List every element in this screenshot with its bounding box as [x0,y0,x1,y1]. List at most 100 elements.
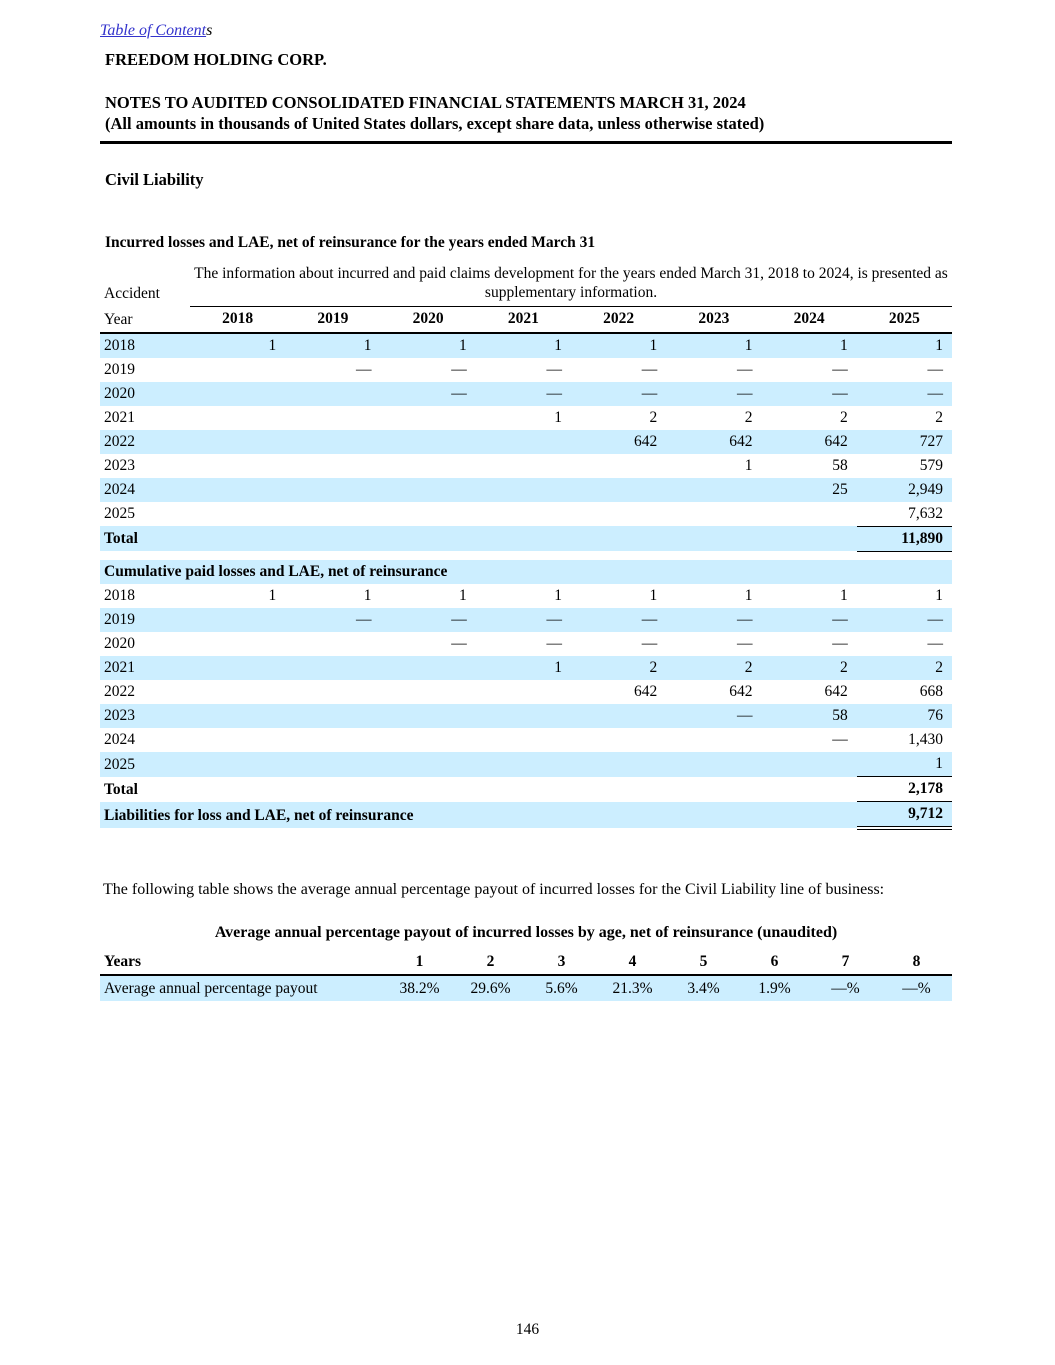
column-header: 2022 [571,306,667,334]
column-header: 2 [455,949,526,977]
cumulative-paid-header: Cumulative paid losses and LAE, net of r… [100,560,952,585]
row-label: 2020 [104,635,135,653]
cell [285,477,381,502]
cell [476,680,571,704]
table-row: 2025 7,632 [100,501,952,527]
cell: 58 [832,456,848,474]
row-label: 2025 [100,752,190,777]
cell: — [380,608,476,633]
row-label: 2019 [100,608,190,633]
cell: 5.6% [526,975,597,1002]
cell [762,502,857,527]
years-label: Years [100,949,384,977]
cell: —% [881,975,952,1002]
table-row: 2024 25 2,949 [100,477,952,502]
cell [285,429,381,454]
table-row: 2025 1 [100,752,952,778]
cell: 1 [554,408,562,426]
cell [380,656,476,681]
cell: 2,949 [856,477,952,502]
row-label: 2023 [104,456,135,474]
document-subtitle: (All amounts in thousands of United Stat… [105,114,765,134]
cell: 1 [190,332,286,358]
row-label: 2019 [104,360,135,378]
cell: 1 [475,656,571,681]
cell: 1 [459,587,467,605]
table-of-contents-link[interactable]: Table of Content [100,22,207,39]
cell: — [761,381,857,406]
column-header: 2024 [761,306,857,334]
cell [285,704,381,729]
cell [380,429,476,454]
cell: 2 [840,408,848,426]
cell: — [285,608,381,633]
cell: 1 [285,332,381,358]
table-row: 2023 — 58 76 [100,704,952,729]
year-header-row: Year 2018 2019 2020 2021 2022 2023 2024 … [100,306,952,334]
cell [380,752,476,777]
cell: 1 [649,587,658,605]
cell: 25 [761,477,857,502]
cell: 579 [919,456,943,474]
cell: 642 [729,683,753,701]
cell: 1 [571,332,667,358]
cell [285,406,380,430]
cell: 1 [935,587,943,605]
page-number: 146 [515,1321,540,1338]
cell: — [666,381,762,406]
cell [190,752,286,777]
cell: 1 [744,456,753,474]
table-row: 2021 1 2 2 2 2 [100,406,952,430]
table-row: 2024 — 1,430 [100,728,952,752]
row-label: 2018 [104,587,135,605]
cell: 1 [840,587,848,605]
cell: 38.2% [384,975,455,1002]
total-value: 2,178 [856,776,952,803]
cell: 1 [761,332,857,358]
cumulative-paid-header-row: Cumulative paid losses and LAE, net of r… [100,560,952,585]
liabilities-value: 9,712 [856,801,952,831]
cell [190,608,286,633]
table-row: 2021 1 2 2 2 2 [100,656,952,681]
row-label: 2018 [100,332,190,358]
row-label: 2024 [104,731,135,749]
cell: — [451,360,467,378]
cell: 642 [634,683,658,701]
column-header: 2018 [190,306,286,334]
cell [285,632,380,656]
liabilities-label: Liabilities for loss and LAE, net of rei… [100,801,857,829]
payout-table: Years 1 2 3 4 5 6 7 8 Average annual per… [100,949,952,1002]
cell [571,728,666,752]
incurred-table-title: Incurred losses and LAE, net of reinsura… [105,233,596,251]
cell [285,656,381,681]
total-row: Total 11,890 [100,526,952,552]
row-label: 2025 [104,505,135,523]
cell: 642 [824,683,848,701]
cell [285,454,380,478]
cell [475,477,571,502]
cell: 1 [363,587,372,605]
cell [475,429,571,454]
row-label: 2021 [104,408,135,426]
cell [190,656,286,681]
cell [666,728,761,752]
cell [761,752,857,777]
cell: 1 [744,587,753,605]
table-row: 2019 — — — — — — — [100,358,952,382]
payout-data-row: Average annual percentage payout 38.2% 2… [100,975,952,1002]
row-label: 2022 [100,429,190,454]
column-header: 8 [881,949,952,977]
cell [475,752,571,777]
cell [190,632,285,656]
cell: — [832,360,848,378]
cell: — [856,381,952,406]
cell: — [832,635,848,653]
cell [190,704,286,729]
payout-header-row: Years 1 2 3 4 5 6 7 8 [100,949,952,977]
cell [380,704,476,729]
cell: — [832,731,848,749]
cell: — [546,360,563,378]
cell [571,454,666,478]
cell [285,502,380,527]
